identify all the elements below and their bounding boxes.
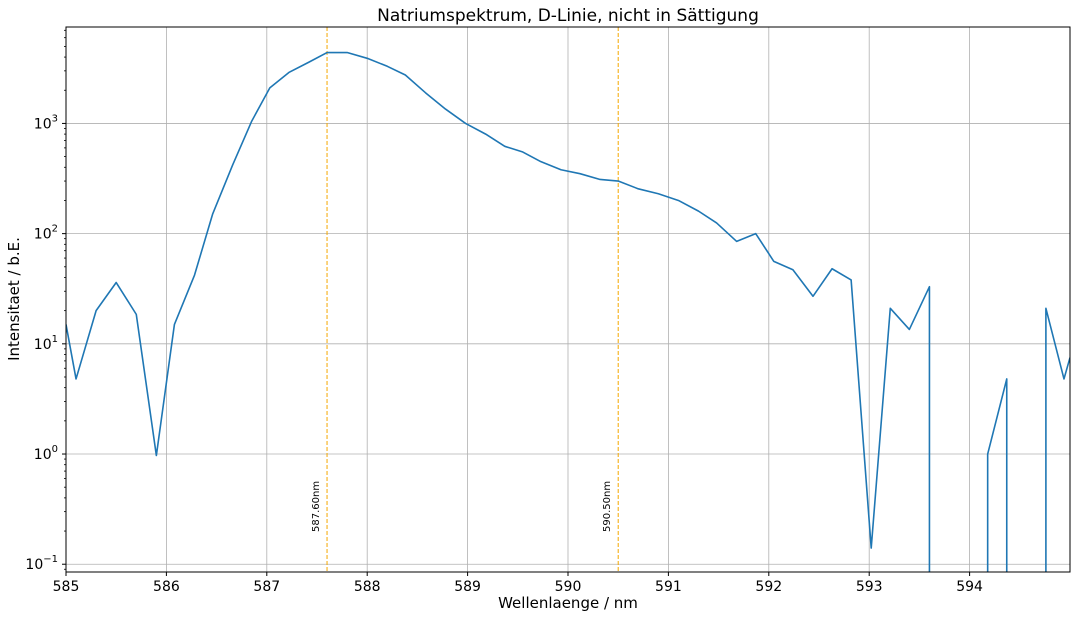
y-axis-label: Intensitaet / b.E. <box>5 237 23 361</box>
x-axis-ticks: 585 586 587 588 589 590 591 592 593 594 <box>53 572 983 595</box>
y-tick-label: 102 <box>34 224 58 243</box>
x-tick-label: 590 <box>555 579 582 595</box>
y-tick-label: 100 <box>34 444 58 463</box>
series-line <box>1045 307 1070 572</box>
y-tick-label: 101 <box>34 334 58 353</box>
x-tick-label: 587 <box>253 579 280 595</box>
reference-line-label: 587.60nm <box>311 481 322 532</box>
x-tick-label: 586 <box>153 579 180 595</box>
series-line <box>66 51 931 572</box>
x-tick-label: 589 <box>454 579 481 595</box>
x-tick-label: 593 <box>856 579 883 595</box>
reference-lines: 587.60nm 590.50nm <box>311 27 619 572</box>
series-group <box>66 51 1070 572</box>
grid <box>65 27 1070 572</box>
x-axis-label: Wellenlaenge / nm <box>498 594 638 612</box>
reference-line-label: 590.50nm <box>602 481 613 532</box>
x-tick-label: 585 <box>53 579 80 595</box>
x-tick-label: 592 <box>755 579 782 595</box>
x-tick-label: 588 <box>354 579 381 595</box>
y-tick-label: 10−1 <box>25 554 58 573</box>
chart-title: Natriumspektrum, D-Linie, nicht in Sätti… <box>377 6 759 26</box>
y-tick-label: 103 <box>34 113 58 132</box>
x-tick-label: 591 <box>655 579 682 595</box>
y-axis-ticks: 10−1 100 101 102 103 <box>25 29 66 573</box>
x-tick-label: 594 <box>956 579 983 595</box>
series-line <box>986 378 1008 572</box>
